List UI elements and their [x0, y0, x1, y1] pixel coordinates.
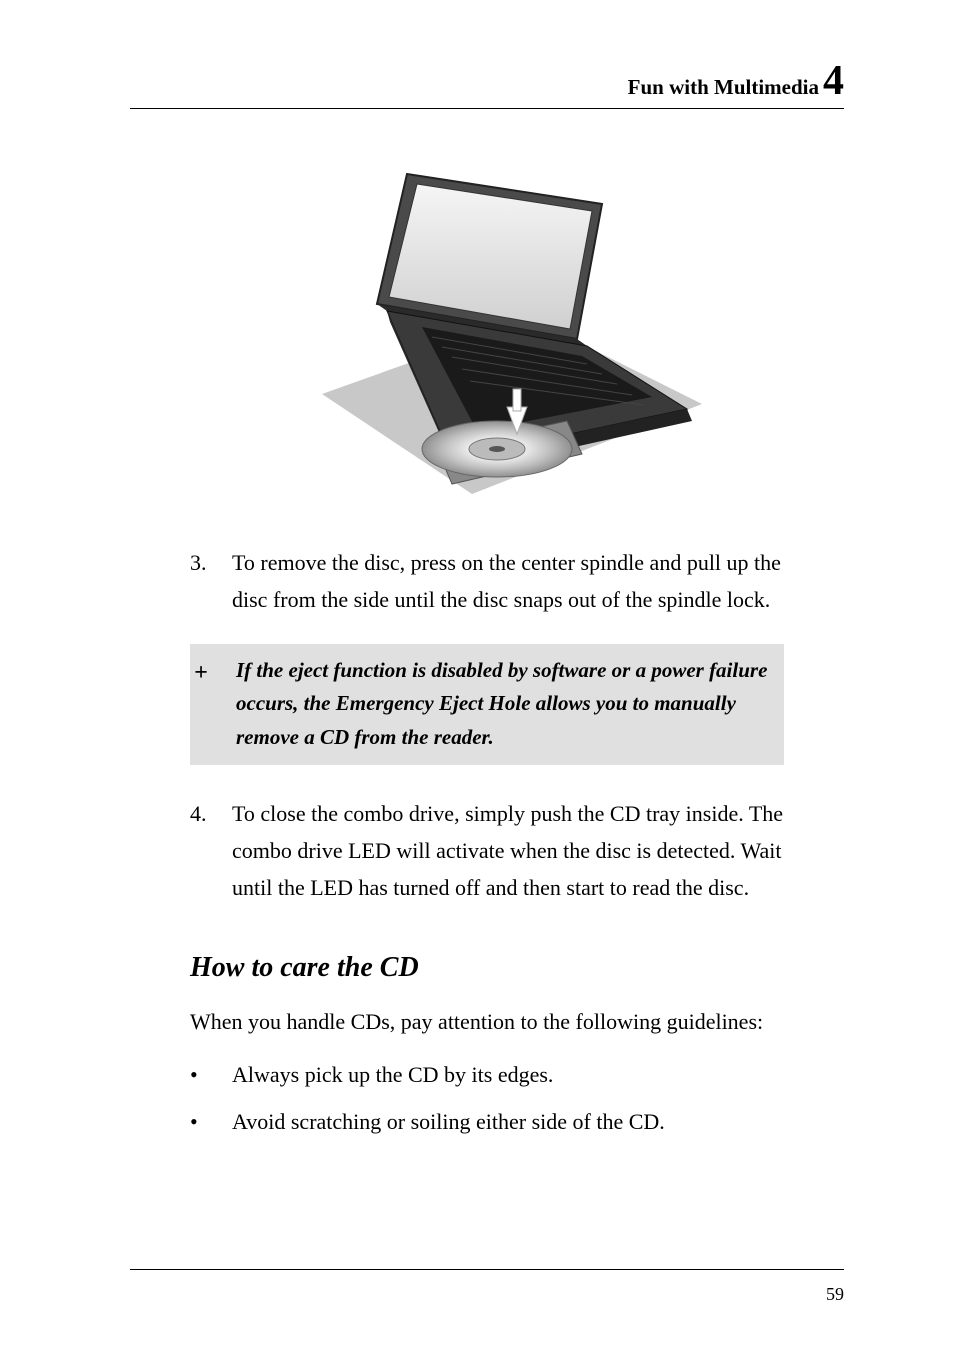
- page-header: Fun with Multimedia 4: [130, 60, 844, 109]
- page-number: 59: [826, 1284, 844, 1305]
- bullet-item: • Always pick up the CD by its edges.: [190, 1057, 784, 1092]
- bullet-item: • Avoid scratching or soiling either sid…: [190, 1104, 784, 1139]
- list-item: 4. To close the combo drive, simply push…: [190, 795, 784, 907]
- bullet-text: Always pick up the CD by its edges.: [232, 1057, 784, 1092]
- note-symbol: +: [190, 654, 236, 755]
- note-box: + If the eject function is disabled by s…: [190, 644, 784, 765]
- bullet-text: Avoid scratching or soiling either side …: [232, 1104, 784, 1139]
- laptop-cd-illustration: [272, 159, 702, 499]
- list-number: 4.: [190, 795, 232, 907]
- page-container: Fun with Multimedia 4: [0, 0, 954, 1355]
- subheading: How to care the CD: [190, 952, 784, 984]
- list-item: 3. To remove the disc, press on the cent…: [190, 544, 784, 619]
- header-title: Fun with Multimedia: [628, 75, 819, 99]
- intro-paragraph: When you handle CDs, pay attention to th…: [190, 1004, 784, 1039]
- footer-rule: [130, 1269, 844, 1270]
- header-chapter-number: 4: [823, 58, 844, 104]
- note-text: If the eject function is disabled by sof…: [236, 654, 774, 755]
- bullet-dot: •: [190, 1104, 232, 1139]
- list-number: 3.: [190, 544, 232, 619]
- list-text: To close the combo drive, simply push th…: [232, 795, 784, 907]
- list-text: To remove the disc, press on the center …: [232, 544, 784, 619]
- bullet-dot: •: [190, 1057, 232, 1092]
